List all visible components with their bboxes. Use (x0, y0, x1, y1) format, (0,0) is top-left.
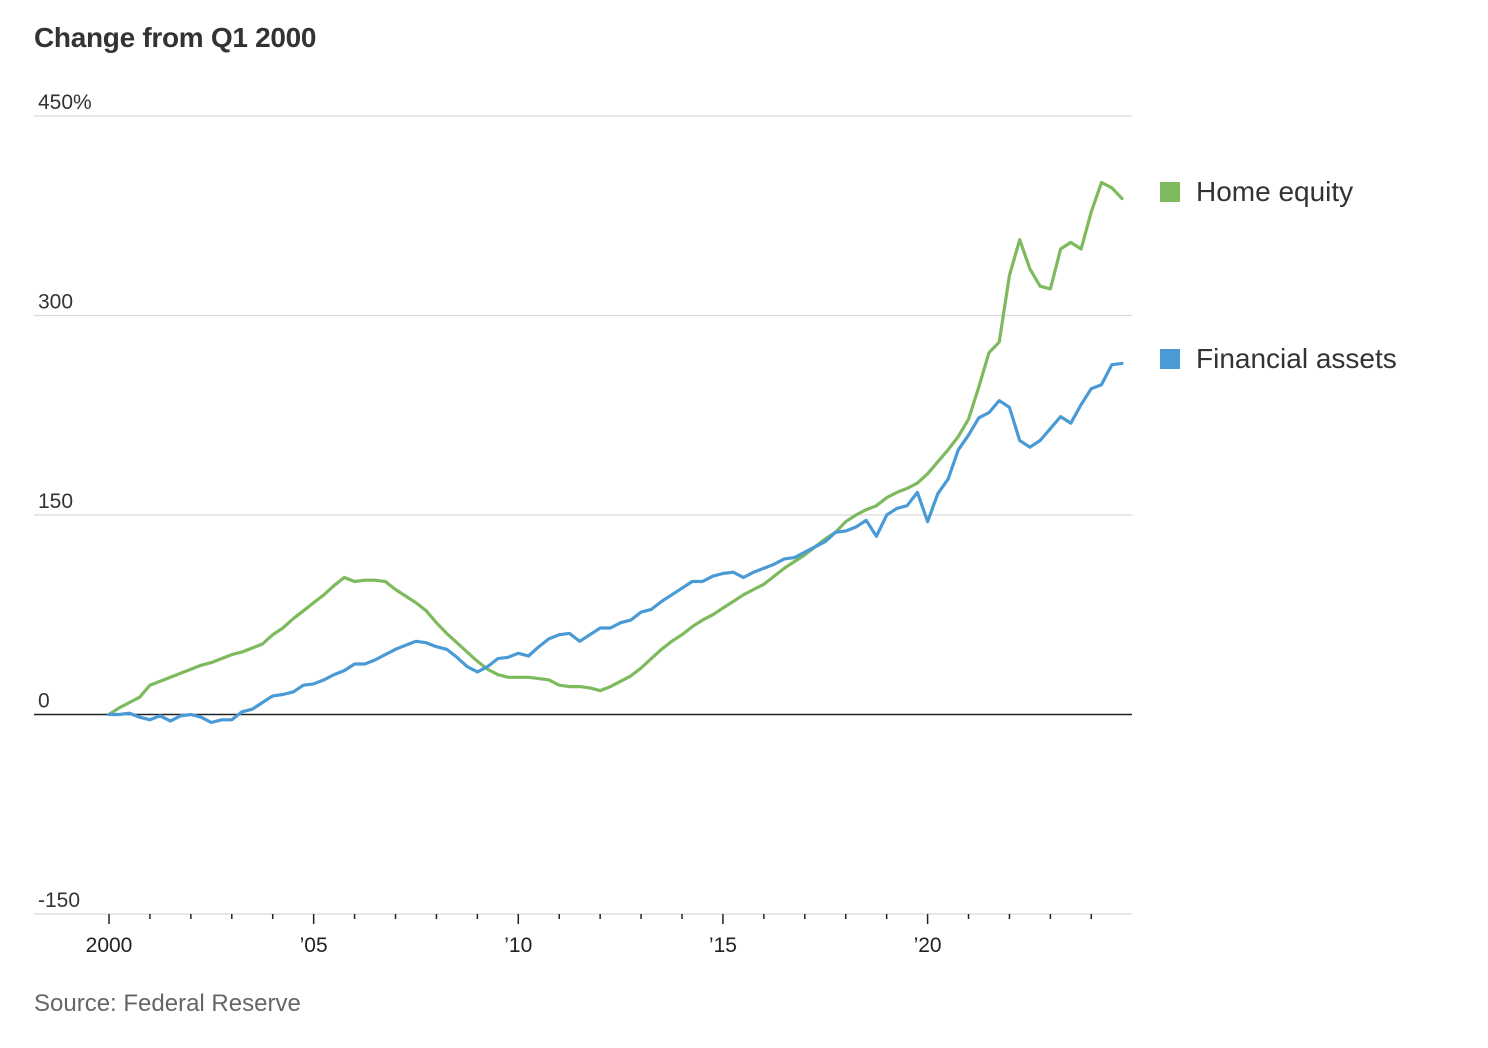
gridlines (34, 115, 1132, 915)
x-tick-label: 2000 (86, 934, 133, 957)
y-tick-label: -150 (38, 889, 80, 912)
x-tick-label: ’10 (504, 934, 532, 957)
legend-swatch-home-equity (1160, 182, 1180, 202)
series-line-home-equity (107, 180, 1124, 717)
series-line-financial-assets (107, 361, 1124, 725)
chart-title: Change from Q1 2000 (34, 22, 317, 53)
x-tick-label: ’20 (914, 934, 942, 957)
y-tick-label: 150 (38, 490, 73, 513)
legend-label-financial-assets: Financial assets (1196, 343, 1397, 374)
x-tick-label: ’15 (709, 934, 737, 957)
legend-swatch-financial-assets (1160, 349, 1180, 369)
data-series (107, 180, 1124, 725)
x-tick-label: ’05 (300, 934, 328, 957)
x-axis: 2000 ’05 ’10 ’15 ’20 (86, 914, 1093, 957)
source-note: Source: Federal Reserve (34, 990, 301, 1017)
y-tick-label: 450% (38, 91, 92, 114)
y-axis-tick-labels: 450% 300 150 0 -150 (38, 91, 92, 912)
legend-item-financial-assets: Financial assets (1160, 343, 1397, 375)
legend-label-home-equity: Home equity (1196, 176, 1354, 207)
legend-item-home-equity: Home equity (1160, 176, 1353, 208)
y-tick-label: 300 (38, 291, 73, 314)
y-tick-label: 0 (38, 690, 50, 713)
